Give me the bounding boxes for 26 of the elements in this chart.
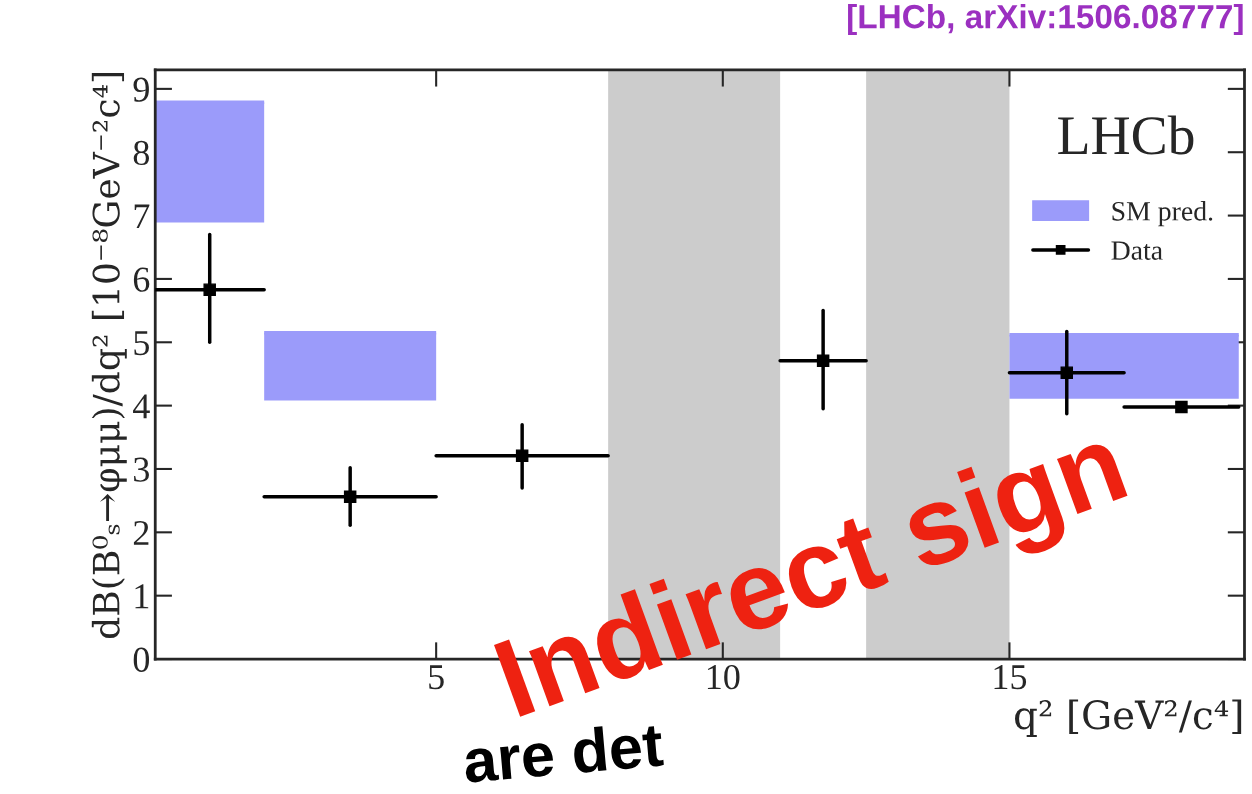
point [1175, 400, 1188, 414]
x-axis-title: q² [GeV²/c⁴] [1015, 699, 1242, 738]
point [816, 354, 830, 367]
y-tick-label: 2 [133, 520, 149, 545]
text: are det [462, 721, 664, 784]
point [343, 490, 357, 504]
y-tick-label: 5 [134, 331, 149, 356]
y-tick-label: 1 [135, 584, 149, 609]
y-tick-label: 4 [133, 394, 150, 419]
y-tick-label: 9 [133, 77, 149, 102]
x-tick-label: 5 [429, 665, 444, 690]
y-tick-label: 0 [133, 647, 150, 672]
y-tick-label: 8 [133, 140, 150, 166]
point [203, 283, 216, 296]
point [515, 449, 529, 462]
legend-label: Data [1111, 241, 1163, 260]
y-tick-label: 6 [133, 267, 150, 292]
chart-title: [LHCb, arXiv:1506.08777] [848, 3, 1243, 36]
bar [264, 332, 437, 401]
y-tick-label: 7 [134, 204, 150, 229]
x-tick-label: 15 [994, 665, 1027, 690]
annotation: LHCb [1058, 115, 1194, 155]
legend-label: SM pred. [1112, 201, 1213, 227]
point [1060, 366, 1074, 379]
y-tick-label: 3 [134, 457, 149, 482]
y-axis-title: dB(B⁰ₛ→φμμ)/dq² [10⁻⁸GeV⁻²c⁴] [91, 72, 127, 639]
